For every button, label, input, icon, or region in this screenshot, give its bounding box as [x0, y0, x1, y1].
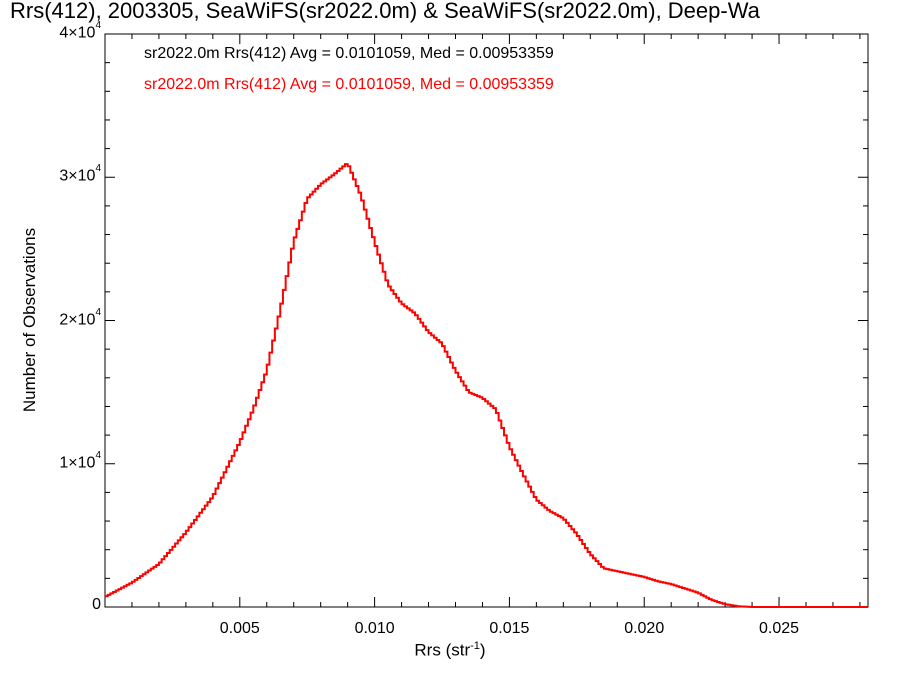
- x-axis-label-exponent: -1: [470, 640, 480, 652]
- x-tick-label: 0.015: [489, 620, 530, 637]
- x-axis-label: Rrs (str-1): [0, 640, 900, 661]
- x-tick-label: 0.020: [624, 620, 665, 637]
- plot-frame: [104, 33, 869, 608]
- series-group: [105, 163, 868, 608]
- plot-axes: [104, 33, 869, 608]
- y-tick-label: 1×104: [59, 449, 101, 472]
- x-axis-label-close: ): [479, 640, 486, 660]
- x-tick-label: 0.025: [758, 620, 800, 637]
- x-axis-label-base: Rrs (str: [414, 640, 471, 660]
- series-line-0: [105, 163, 868, 608]
- annotation-red: sr2022.0m Rrs(412) Avg = 0.0101059, Med …: [144, 76, 554, 93]
- y-tick-label: 0: [92, 596, 101, 613]
- y-tick-label: 4×104: [59, 20, 101, 42]
- x-tick-label: 0.005: [219, 620, 260, 637]
- chart-title: Rrs(412), 2003305, SeaWiFS(sr2022.0m) & …: [10, 0, 760, 23]
- y-tick-label: 2×104: [59, 306, 101, 328]
- x-tick-label: 0.010: [354, 620, 395, 637]
- y-tick-label: 3×104: [59, 163, 101, 185]
- annotation-black: sr2022.0m Rrs(412) Avg = 0.0101059, Med …: [144, 45, 554, 62]
